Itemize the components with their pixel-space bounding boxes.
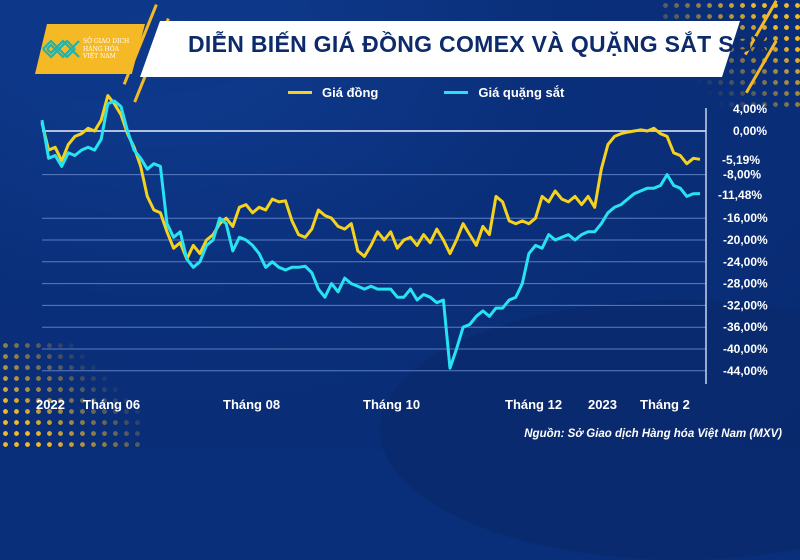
- y-tick-label: -8,00%: [723, 168, 761, 182]
- source-note: Nguồn: Sở Giao dịch Hàng hóa Việt Nam (M…: [524, 428, 782, 440]
- copper-price-line: [40, 94, 701, 261]
- title-banner: [140, 21, 740, 77]
- y-tick-label: -44,00%: [723, 364, 768, 378]
- x-tick-label: 2022: [36, 397, 65, 412]
- chart-title: DIỄN BIẾN GIÁ ĐỒNG COMEX VÀ QUẶNG SẮT SG…: [188, 31, 768, 57]
- x-tick-label: Tháng 10: [363, 397, 420, 412]
- y-tick-label: -24,00%: [723, 255, 768, 269]
- y-tick-label: -20,00%: [723, 233, 768, 247]
- copper-last-value: -5,19%: [722, 153, 760, 167]
- legend-item-iron: Giá quặng sắt: [444, 85, 564, 100]
- y-tick-label: -16,00%: [723, 211, 768, 225]
- y-tick-label: -32,00%: [723, 298, 768, 312]
- mxv-logo-icon: [42, 39, 80, 59]
- legend-item-copper: Giá đồng: [288, 85, 378, 100]
- iron-last-value: -11,48%: [718, 188, 762, 202]
- x-tick-label: Tháng 12: [505, 397, 562, 412]
- logo-text: SỞ GIAO DỊCH HÀNG HÓA VIỆT NAM: [83, 38, 130, 60]
- legend-label-copper: Giá đồng: [322, 85, 379, 100]
- iron-ore-price-line: [40, 99, 701, 370]
- x-tick-label: Tháng 08: [223, 397, 280, 412]
- y-tick-label: -40,00%: [723, 342, 768, 356]
- line-chart: 4,00% 0,00% -8,00% -16,00% -20,00% -24,00% -28…: [36, 94, 768, 412]
- y-tick-label: -28,00%: [723, 277, 768, 291]
- decorative-dots-bottom-left: [0, 340, 140, 450]
- x-axis-ticks: 2022 Tháng 06 Tháng 08 Tháng 10 Tháng 12 2023…: [36, 397, 690, 412]
- copper-swatch-icon: [288, 91, 312, 94]
- x-tick-label: 2023: [588, 397, 617, 412]
- x-tick-label: Tháng 06: [83, 397, 140, 412]
- y-tick-label: 4,00%: [733, 102, 767, 116]
- y-tick-label: 0,00%: [733, 124, 767, 138]
- y-axis-ticks: 4,00% 0,00% -8,00% -16,00% -20,00% -24,00% -28…: [723, 102, 768, 378]
- chart-legend: Giá đồng Giá quặng sắt: [288, 85, 564, 100]
- iron-swatch-icon: [444, 91, 469, 94]
- legend-label-iron: Giá quặng sắt: [478, 85, 565, 100]
- logo-box: [35, 24, 145, 74]
- x-tick-label: Tháng 2: [640, 397, 690, 412]
- y-tick-label: -36,00%: [723, 320, 768, 334]
